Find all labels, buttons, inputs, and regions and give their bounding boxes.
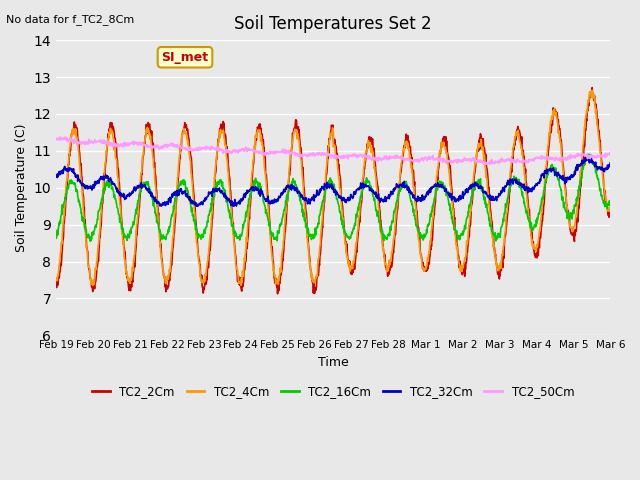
Text: No data for f_TC2_8Cm: No data for f_TC2_8Cm	[6, 14, 134, 25]
Title: Soil Temperatures Set 2: Soil Temperatures Set 2	[234, 15, 432, 33]
Y-axis label: Soil Temperature (C): Soil Temperature (C)	[15, 123, 28, 252]
Legend: TC2_2Cm, TC2_4Cm, TC2_16Cm, TC2_32Cm, TC2_50Cm: TC2_2Cm, TC2_4Cm, TC2_16Cm, TC2_32Cm, TC…	[88, 381, 579, 403]
Text: SI_met: SI_met	[161, 51, 209, 64]
X-axis label: Time: Time	[318, 356, 349, 369]
